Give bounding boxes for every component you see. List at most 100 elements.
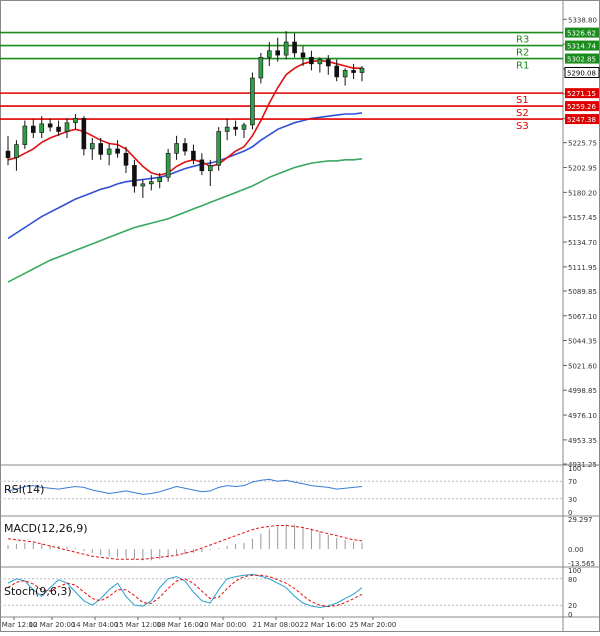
macd-signal-line [7,525,363,560]
price-tick-label: 5134.70 [568,239,597,247]
candle-body [258,56,264,79]
level-price-label-S2: 5259.26 [567,103,596,111]
price-tick-label: 5021.60 [568,362,597,370]
macd-tick-label: 29.297 [568,516,593,524]
price-tick-label: 4976.10 [568,412,597,420]
candle-body [309,56,314,65]
level-name-R3: R3 [516,35,529,46]
stoch-tick-label: 100 [568,567,581,575]
candle-body [233,126,238,130]
price-tick-label: 4953.35 [568,437,597,445]
candle-body [224,126,230,132]
stoch-tick-label: 80 [568,576,577,584]
price-tick-label: 5338.80 [568,16,597,24]
time-label: 21 Mar 08:00 [253,621,300,629]
candle-body [216,131,222,166]
macd-tick-label: -13.565 [568,560,595,568]
stoch-tick-label: 0 [568,611,572,619]
candle-body [30,125,36,133]
price-tick-label: 5180.20 [568,189,597,197]
candle-body [334,65,340,78]
level-price-label-S1: 5271.15 [567,90,596,98]
candle-body [148,181,154,185]
candle-body [14,144,19,158]
price-tick-label: 5157.45 [568,214,597,222]
candle-body [5,150,11,158]
time-label: 12 Mar 20:00 [29,621,76,629]
candle-body [115,148,120,154]
level-price-label-S3: 5247.38 [567,116,596,124]
price-tick-label: 5111.95 [568,264,597,272]
level-name-R2: R2 [516,48,529,59]
candle-body [89,143,95,150]
candle-body [182,143,188,152]
candle-body [106,148,112,155]
price-tick-label: 5225.75 [568,140,597,148]
level-price-label-R3: 5326.62 [567,30,596,38]
stoch-tick-label: 20 [568,602,577,610]
level-price-label-R1: 5302.85 [567,56,596,64]
level-name-S1: S1 [516,95,529,106]
stoch-label: Stoch(9,6,3) [4,585,72,598]
price-tick-label: 5089.85 [568,288,597,296]
time-label: 18 Mar 16:00 [157,621,204,629]
price-tick-label: 5044.35 [568,338,597,346]
level-price-box-S1 [565,88,599,99]
level-price-box-S3 [565,114,599,125]
candle-body [165,153,171,178]
level-name-S3: S3 [516,121,529,132]
rsi-line [7,478,363,495]
level-price-box-R1 [565,53,599,64]
candle-body [207,165,213,172]
time-label: 14 Mar 04:00 [72,621,119,629]
price-tick-label: 4998.85 [568,387,597,395]
candle-body [317,59,323,65]
candle-body [132,165,137,187]
candle-body [123,153,129,166]
ma-red-line [7,59,362,176]
time-label: 12 Mar 12:00 [0,621,37,629]
stoch-d-line [7,574,363,608]
candle-body [39,123,45,133]
candle-body [81,118,87,150]
level-price-label-R2: 5314.74 [567,43,596,51]
candle-body [98,143,104,155]
candle-body [275,50,281,56]
candle-body [56,126,61,132]
candle-body [266,50,272,58]
level-price-box-S2 [565,101,599,112]
time-label: 20 Mar 00:00 [200,621,247,629]
candle-body [342,70,348,78]
candle-body [325,59,331,67]
level-price-box-R2 [565,40,599,51]
macd-tick-label: 0.00 [568,546,584,554]
macd-label: MACD(12,26,9) [4,522,88,535]
ma-blue-line [7,112,363,240]
ma-green-line [7,158,363,283]
candle-body [73,118,78,124]
rsi-tick-label: 0 [568,509,572,517]
candle-body [300,52,306,58]
candle-body [351,70,356,73]
current-price-label: 5290.08 [567,69,596,77]
time-label: 25 Mar 20:00 [350,621,397,629]
time-label: 15 Mar 12:00 [115,621,162,629]
candle-body [199,159,205,172]
level-name-R1: R1 [516,61,529,72]
candle-body [64,122,70,132]
candle-body [241,124,247,130]
candle-body [140,183,146,187]
rsi-label: RSI(14) [4,483,44,496]
candle-body [359,67,365,73]
level-price-box-R3 [565,27,599,38]
candle-body [250,77,255,126]
current-price-box [564,66,600,78]
level-name-S2: S2 [516,108,529,119]
candle-body [191,150,196,161]
time-label: 22 Mar 16:00 [300,621,347,629]
rsi-tick-label: 100 [568,465,581,473]
price-tick-label: 5067.10 [568,313,597,321]
